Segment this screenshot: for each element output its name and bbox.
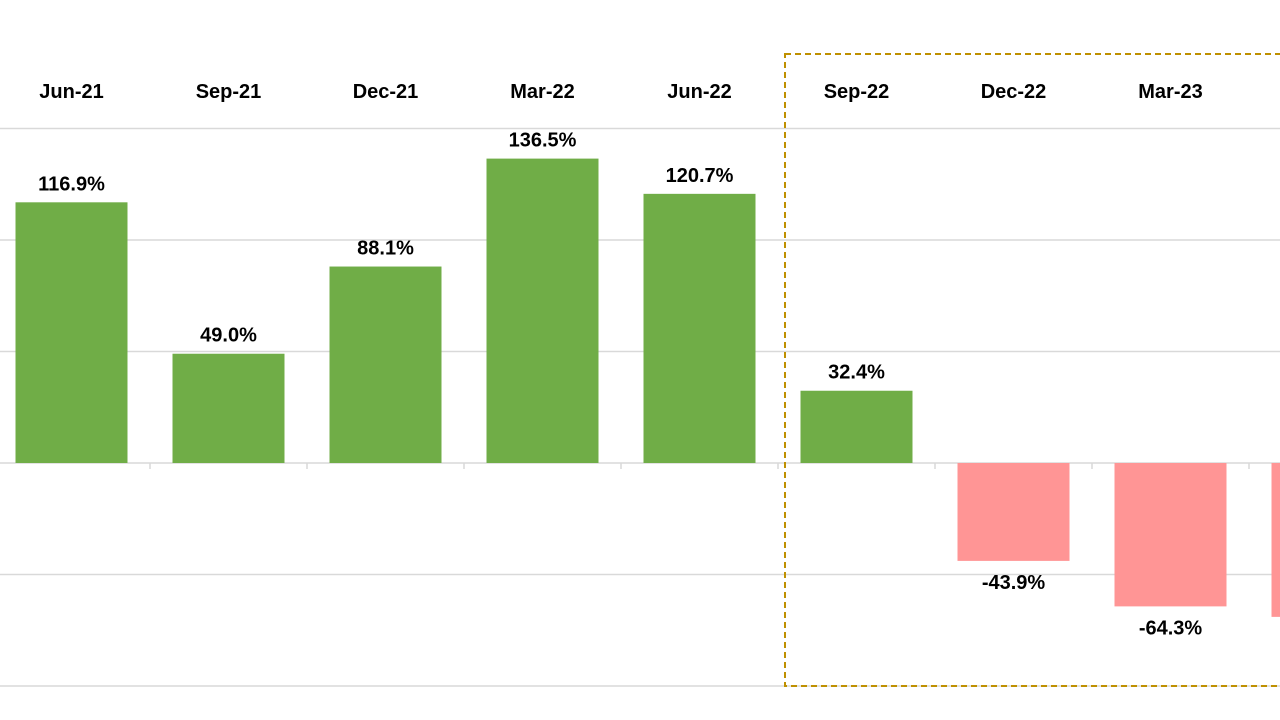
axis-ticks [149, 463, 1250, 469]
data-label: 32.4% [828, 362, 885, 384]
category-label: Sep-22 [824, 81, 890, 103]
category-label: Mar-22 [510, 81, 574, 103]
bar [957, 463, 1070, 561]
bar [329, 266, 442, 463]
bars [15, 158, 1280, 617]
bar [800, 390, 913, 463]
category-label: Sep-21 [196, 81, 262, 103]
bar [15, 202, 128, 464]
forecast-highlight-box [784, 53, 1280, 687]
bar [486, 158, 599, 464]
data-label: 88.1% [357, 238, 414, 260]
data-label: 120.7% [666, 165, 734, 187]
bar [1114, 463, 1227, 607]
category-label: Jun-22 [667, 81, 731, 103]
category-label: Dec-22 [981, 81, 1047, 103]
data-label: 49.0% [200, 325, 257, 347]
data-label: -43.9% [982, 572, 1046, 594]
bar [643, 193, 756, 464]
bar [172, 353, 285, 463]
labels: Jun-21 116.9% Sep-21 49.0% Dec-21 88.1% Mar-22… [38, 81, 1203, 639]
data-label: 116.9% [38, 173, 105, 195]
data-label: -64.3% [1139, 617, 1203, 639]
category-label: Jun-21 [39, 81, 103, 103]
category-label: Mar-23 [1138, 81, 1202, 103]
bar [1271, 463, 1280, 617]
category-label: Dec-21 [353, 81, 419, 103]
data-label: 136.5% [509, 130, 577, 152]
